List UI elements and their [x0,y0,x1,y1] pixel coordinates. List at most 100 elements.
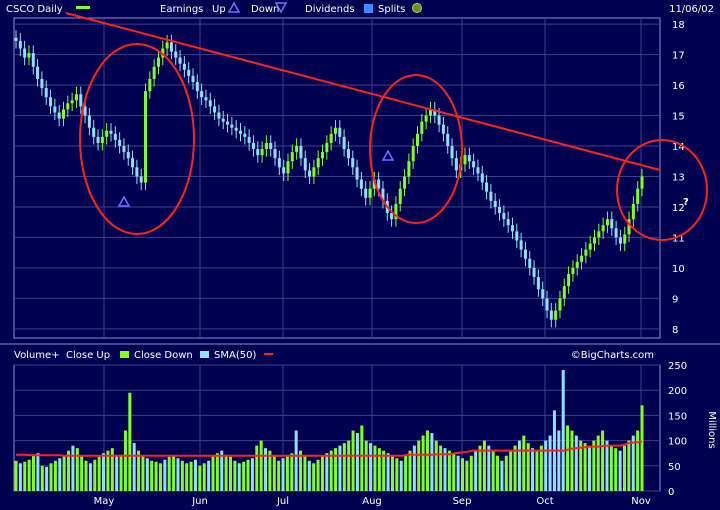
candle-body [213,106,217,113]
volume-bar [395,458,399,491]
price-x-axis: May Jun Jul Aug Sep Oct Nov [94,496,651,507]
volume-bar [338,445,342,491]
volume-bar [259,440,263,491]
candle-body [83,106,87,116]
price-series [14,30,644,328]
candle-body [640,176,644,189]
candle-body [368,188,372,198]
candle-body [303,158,307,171]
annotation-circle-nov [616,139,708,241]
candle-body [260,149,264,156]
volume-bar [478,445,482,491]
volume-bar [487,445,491,491]
candle-body [355,167,359,180]
volume-bar [110,448,114,491]
candle-body [113,133,117,140]
candle-body [519,240,523,250]
candle-body [584,249,588,256]
volume-bar [609,445,613,491]
candle-body [329,133,333,143]
volume-bar [557,430,561,491]
candle-body [476,167,480,174]
price-y-tick: 17 [672,51,685,62]
candle-body [498,206,502,214]
candle-body [506,219,510,226]
candle-body [174,51,178,58]
candle-body [195,82,199,92]
volume-bar [224,454,228,491]
volume-bar [215,453,219,491]
candle-body [139,176,143,183]
candle-body [144,91,148,183]
volume-bar [106,450,110,491]
price-panel: CSCO Daily Earnings Up Down Dividends Sp… [6,1,714,507]
candle-body [351,158,355,168]
volume-bar [509,450,513,491]
candle-body [187,69,191,76]
candle-body [299,146,303,159]
candle-body [545,298,549,311]
annotation-circle-aug [369,74,463,224]
candle-body [411,146,415,162]
candle-body [44,88,48,98]
candle-body [536,277,540,290]
volume-bar [281,458,285,491]
volume-bar [535,450,539,491]
candle-body [454,158,458,171]
volume-bar [531,448,535,491]
watermark: ©BigCharts.com [571,350,654,361]
volume-bar [172,455,176,491]
candle-body [14,37,18,41]
volume-bar [185,463,189,491]
volume-y-tick: 50 [668,462,681,473]
candle-body [623,234,627,244]
volume-bar [373,445,377,491]
volume-bar [548,435,552,491]
volume-bar [132,443,136,491]
price-y-tick: 16 [672,81,685,92]
month-tick: Nov [631,496,651,507]
candle-body [575,261,579,268]
volume-bar [399,460,403,491]
volume-bar [220,450,224,491]
volume-bar [145,458,149,491]
volume-bar [618,450,622,491]
volume-bar [583,443,587,491]
candle-body [135,167,139,177]
legend-close-up-label: Close Up [66,350,110,361]
question-mark: ? [683,197,689,208]
chart-title: CSCO Daily [6,4,63,15]
legend-sma-label: SMA(50) [214,350,256,361]
price-y-tick: 18 [672,20,685,31]
candle-body [342,136,346,150]
candle-body [463,155,467,165]
volume-y-tick: 0 [668,487,674,498]
candle-body [394,203,398,220]
candle-body [126,152,130,159]
volume-bar [465,460,469,491]
candle-body [480,173,484,183]
volume-y-tick: 250 [668,361,687,372]
volume-bar [421,435,425,491]
volume-bar [382,450,386,491]
volume-bar [277,460,281,491]
volume-bar [452,453,456,491]
volume-bar [334,448,338,491]
volume-bar [88,463,92,491]
volume-panel: Volume+ Close Up Close Down SMA(50) ©Big… [13,350,717,498]
volume-bar [14,460,18,491]
volume-bar [316,459,320,491]
candle-body [593,237,597,244]
volume-bar [325,453,329,491]
candle-body [359,179,363,189]
volume-y-label: Millions [706,411,717,448]
candle-body [282,167,286,174]
volume-bar [18,463,22,491]
candle-body [605,219,609,226]
volume-bar [119,454,123,491]
volume-bar [351,430,355,491]
candle-body [61,109,65,119]
candle-body [53,106,57,113]
volume-bar [93,459,97,491]
